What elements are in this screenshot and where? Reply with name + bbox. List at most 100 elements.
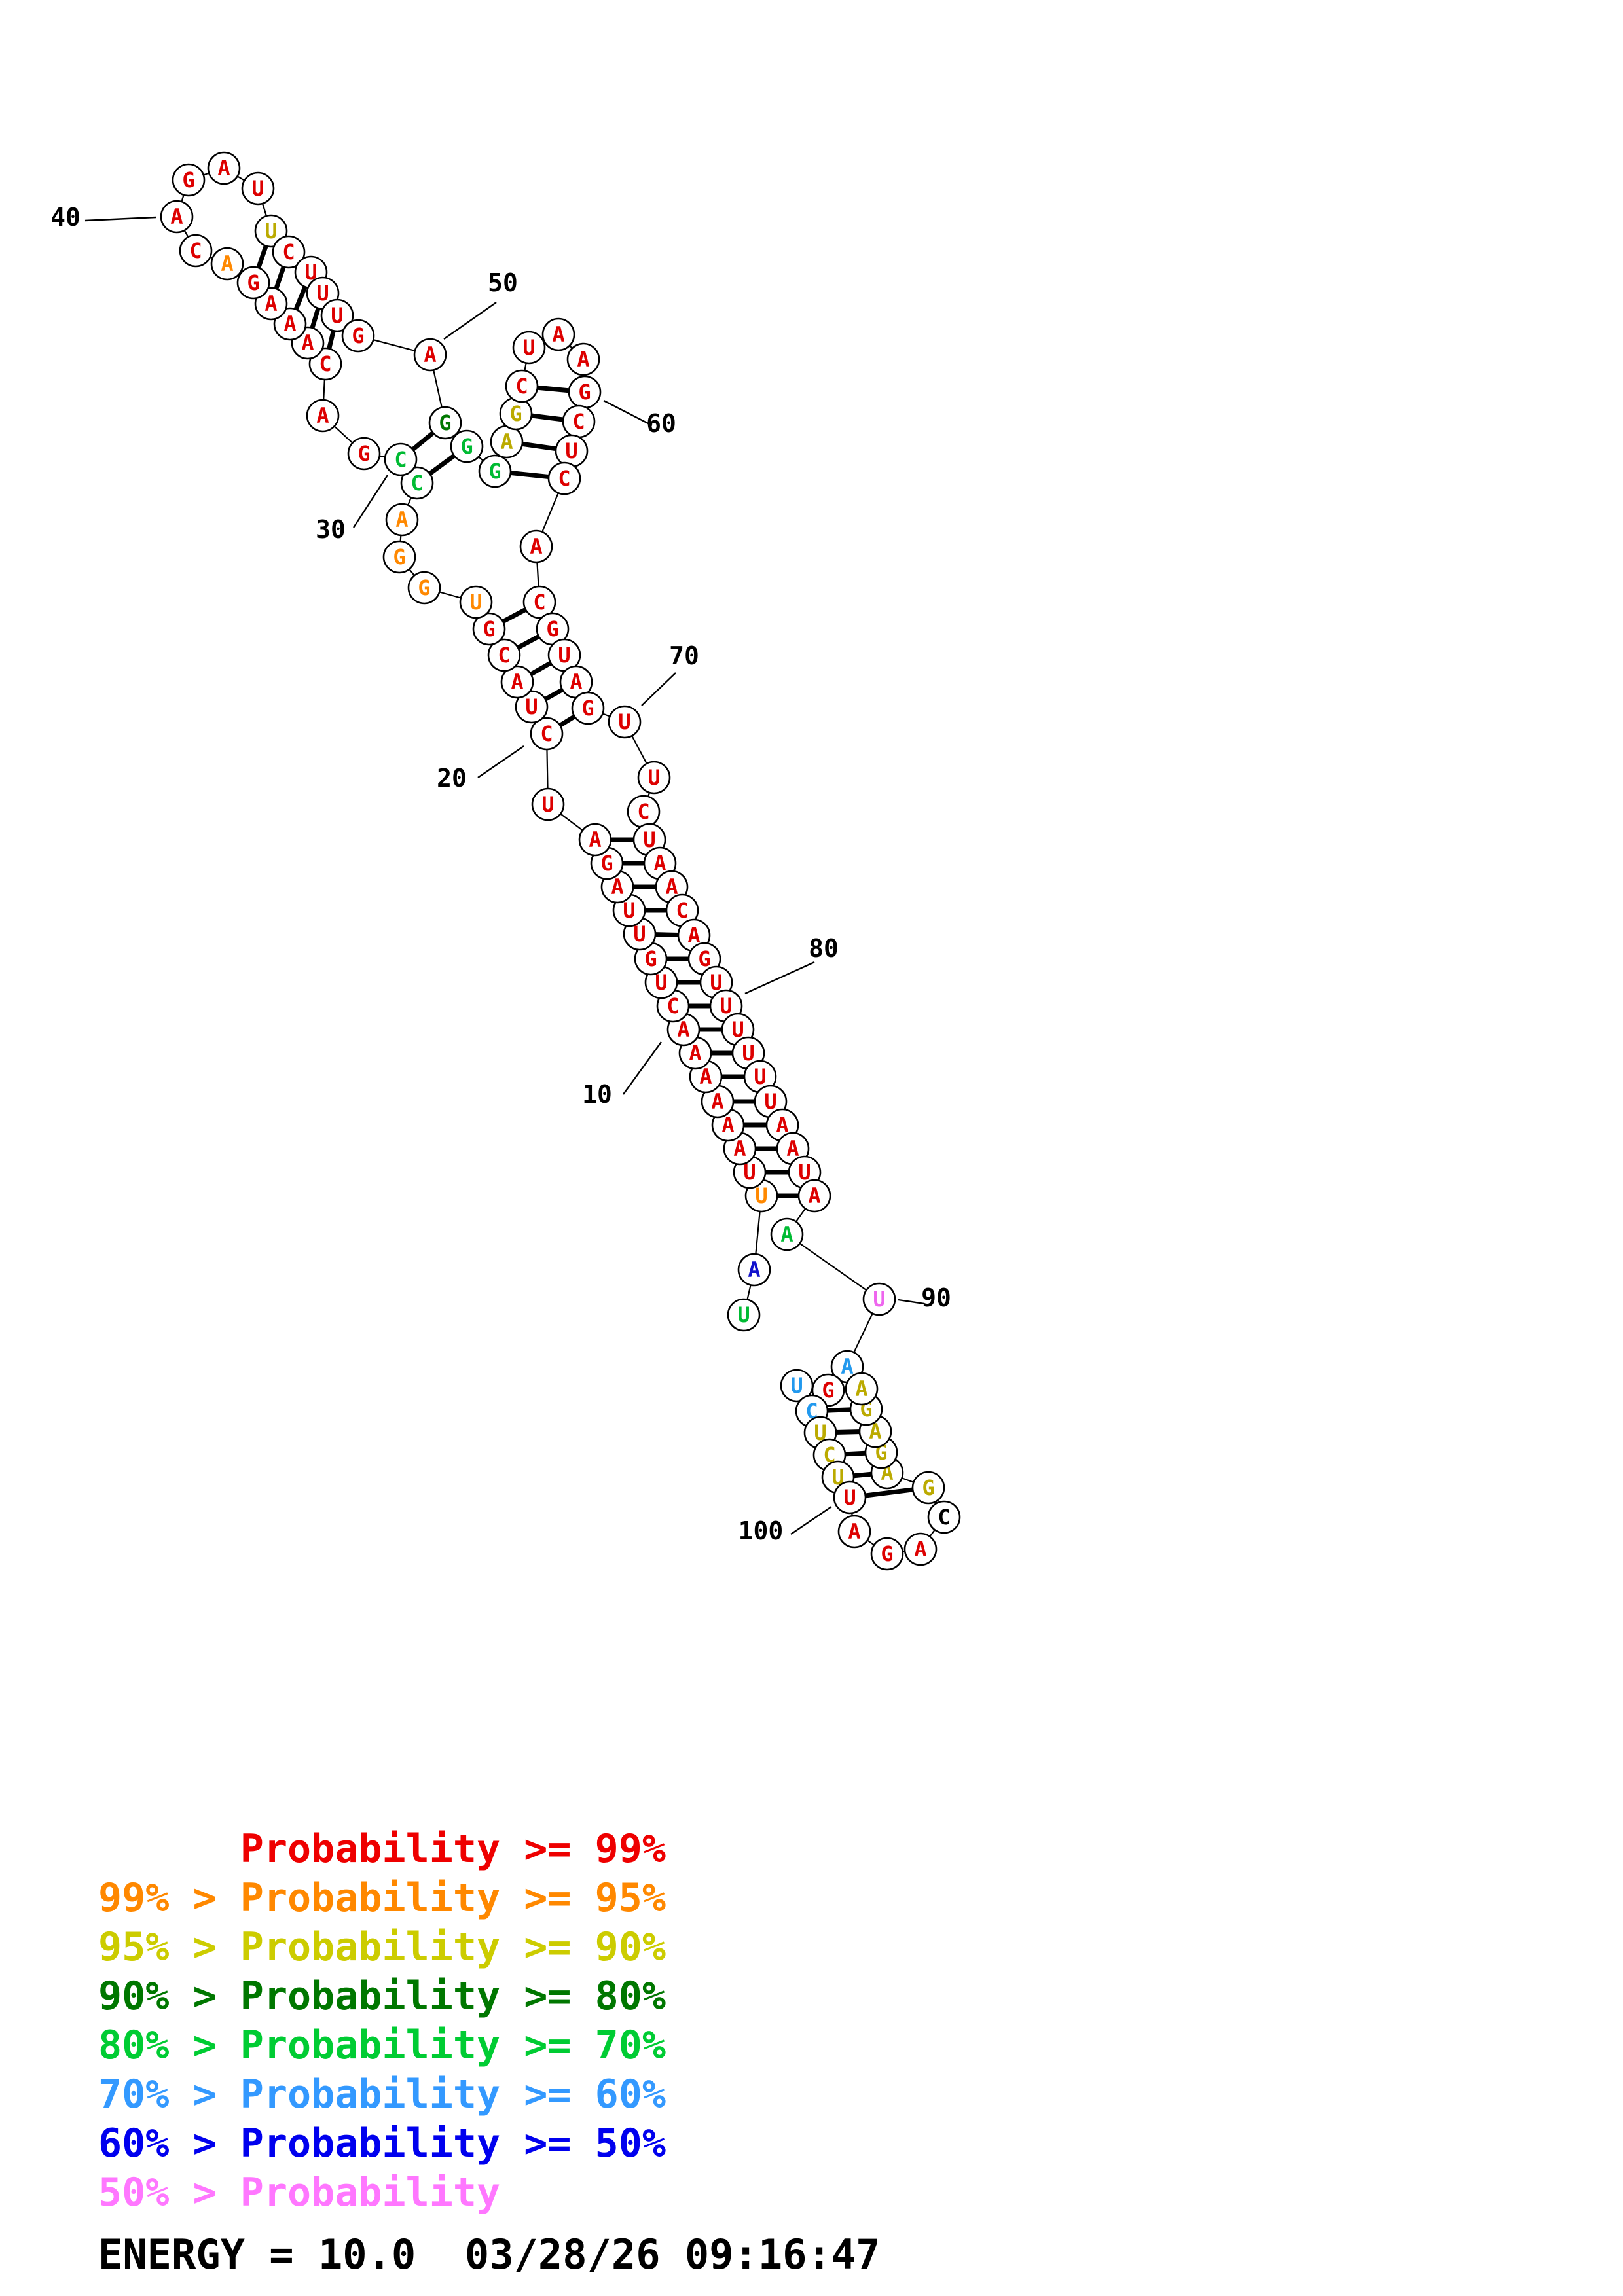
nucleotide-letter: U — [814, 1420, 826, 1445]
nucleotide-letter: A — [687, 923, 700, 948]
legend-line-2: 95% > Probability >= 90% — [98, 1924, 666, 1970]
nucleotide-circle — [531, 787, 565, 821]
nucleotide-letter: G — [644, 946, 657, 971]
nucleotide-circle — [862, 1282, 896, 1316]
nucleotide-letter: G — [578, 380, 591, 404]
nucleotide-circle — [472, 612, 506, 646]
nucleotide-letter: U — [618, 709, 630, 734]
nucleotide-letter: A — [530, 534, 542, 559]
nucleotide-letter: U — [764, 1089, 776, 1114]
nucleotide-circle — [911, 1471, 945, 1505]
nucleotide-circle — [608, 705, 642, 739]
nucleotide-circle — [566, 342, 600, 376]
nucleotide-letter: C — [666, 994, 679, 1018]
nucleotide-letter: A — [653, 851, 666, 876]
nucleotide-circle — [845, 1372, 879, 1406]
nucleotide-letter: U — [755, 1183, 767, 1208]
leader-line — [84, 216, 156, 222]
position-label: 40 — [50, 203, 81, 232]
nucleotide-circle — [797, 1179, 831, 1213]
nucleotide-circle — [541, 317, 575, 351]
nucleotide-letter: G — [460, 434, 473, 459]
nucleotide-circle — [903, 1532, 938, 1566]
nucleotide-letter: C — [533, 590, 545, 615]
leader-line — [641, 672, 676, 706]
nucleotide-letter: C — [938, 1505, 950, 1530]
nucleotide-circle — [347, 437, 381, 471]
nucleotide-letter: C — [558, 466, 570, 491]
nucleotide-letter: U — [843, 1485, 856, 1510]
nucleotide-circle — [179, 234, 213, 268]
position-label: 80 — [809, 934, 839, 963]
position-label: 100 — [739, 1516, 784, 1545]
nucleotide-letter: G — [439, 410, 451, 435]
nucleotide-letter: G — [581, 696, 594, 721]
leader-line — [443, 302, 497, 340]
nucleotide-letter: A — [500, 429, 513, 454]
nucleotide-letter: A — [316, 403, 329, 428]
nucleotide-letter: U — [743, 1160, 756, 1185]
nucleotide-letter: A — [170, 204, 183, 229]
nucleotide-letter: A — [748, 1257, 760, 1282]
nucleotide-letter: C — [498, 643, 510, 668]
nucleotide-letter: C — [410, 471, 423, 495]
nucleotide-letter: G — [247, 270, 259, 295]
nucleotide-letter: C — [540, 721, 553, 746]
nucleotide-letter: A — [221, 251, 233, 276]
nucleotide-circle — [341, 319, 375, 353]
leader-line — [898, 1299, 925, 1305]
nucleotide-circle — [519, 529, 553, 564]
position-label: 70 — [669, 641, 699, 670]
nucleotide-letter: U — [331, 303, 343, 328]
nucleotide-circle — [459, 585, 493, 619]
nucleotide-circle — [870, 1537, 904, 1571]
nucleotide-circle — [241, 171, 275, 206]
position-label: 20 — [437, 764, 467, 793]
nucleotide-circle — [837, 1515, 871, 1549]
nucleotide-circle — [487, 638, 521, 672]
nucleotide-letter: A — [264, 291, 277, 316]
nucleotide-circle — [512, 331, 546, 365]
nucleotide-letter: G — [509, 401, 522, 426]
nucleotide-letter: U — [873, 1287, 885, 1312]
backbone-segment — [786, 1234, 880, 1300]
legend-line-4: 80% > Probability >= 70% — [98, 2022, 666, 2068]
nucleotide-letter: A — [711, 1089, 723, 1114]
nucleotide-circle — [320, 298, 354, 332]
nucleotide-letter: A — [577, 347, 589, 372]
nucleotide-letter: A — [689, 1041, 701, 1066]
nucleotide-letter: A — [721, 1113, 734, 1138]
nucleotide-letter: C — [282, 240, 295, 264]
nucleotide-circle — [172, 163, 206, 197]
nucleotide-circle — [382, 540, 416, 574]
nucleotide-letter: U — [655, 970, 667, 995]
position-label: 90 — [921, 1283, 951, 1312]
nucleotide-letter: A — [665, 874, 678, 899]
nucleotide-letter: U — [316, 281, 329, 306]
nucleotide-letter: U — [731, 1017, 744, 1042]
nucleotide-circle — [428, 406, 462, 440]
position-label: 50 — [488, 268, 518, 297]
nucleotide-letter: A — [841, 1354, 853, 1379]
nucleotide-circle — [571, 691, 605, 725]
leader-line — [352, 475, 389, 528]
nucleotide-letter: U — [251, 176, 264, 201]
nucleotide-circle — [530, 717, 564, 751]
nucleotide-letter: G — [698, 946, 710, 971]
nucleotide-letter: A — [552, 322, 564, 347]
leader-line — [744, 961, 815, 995]
nucleotide-letter: G — [600, 851, 613, 876]
nucleotide-letter: C — [572, 409, 585, 434]
nucleotide-circle — [413, 338, 447, 372]
nucleotide-letter: A — [283, 312, 296, 336]
nucleotide-letter: G — [546, 617, 558, 641]
nucleotide-circle — [770, 1217, 804, 1251]
nucleotide-letter: U — [565, 439, 577, 463]
leader-line — [790, 1506, 832, 1535]
nucleotide-letter: U — [710, 970, 722, 995]
nucleotide-letter: U — [754, 1064, 766, 1089]
nucleotide-circle — [236, 266, 270, 300]
nucleotide-letter: C — [319, 351, 331, 376]
nucleotide-letter: A — [589, 827, 601, 852]
nucleotide-circle — [306, 399, 340, 433]
